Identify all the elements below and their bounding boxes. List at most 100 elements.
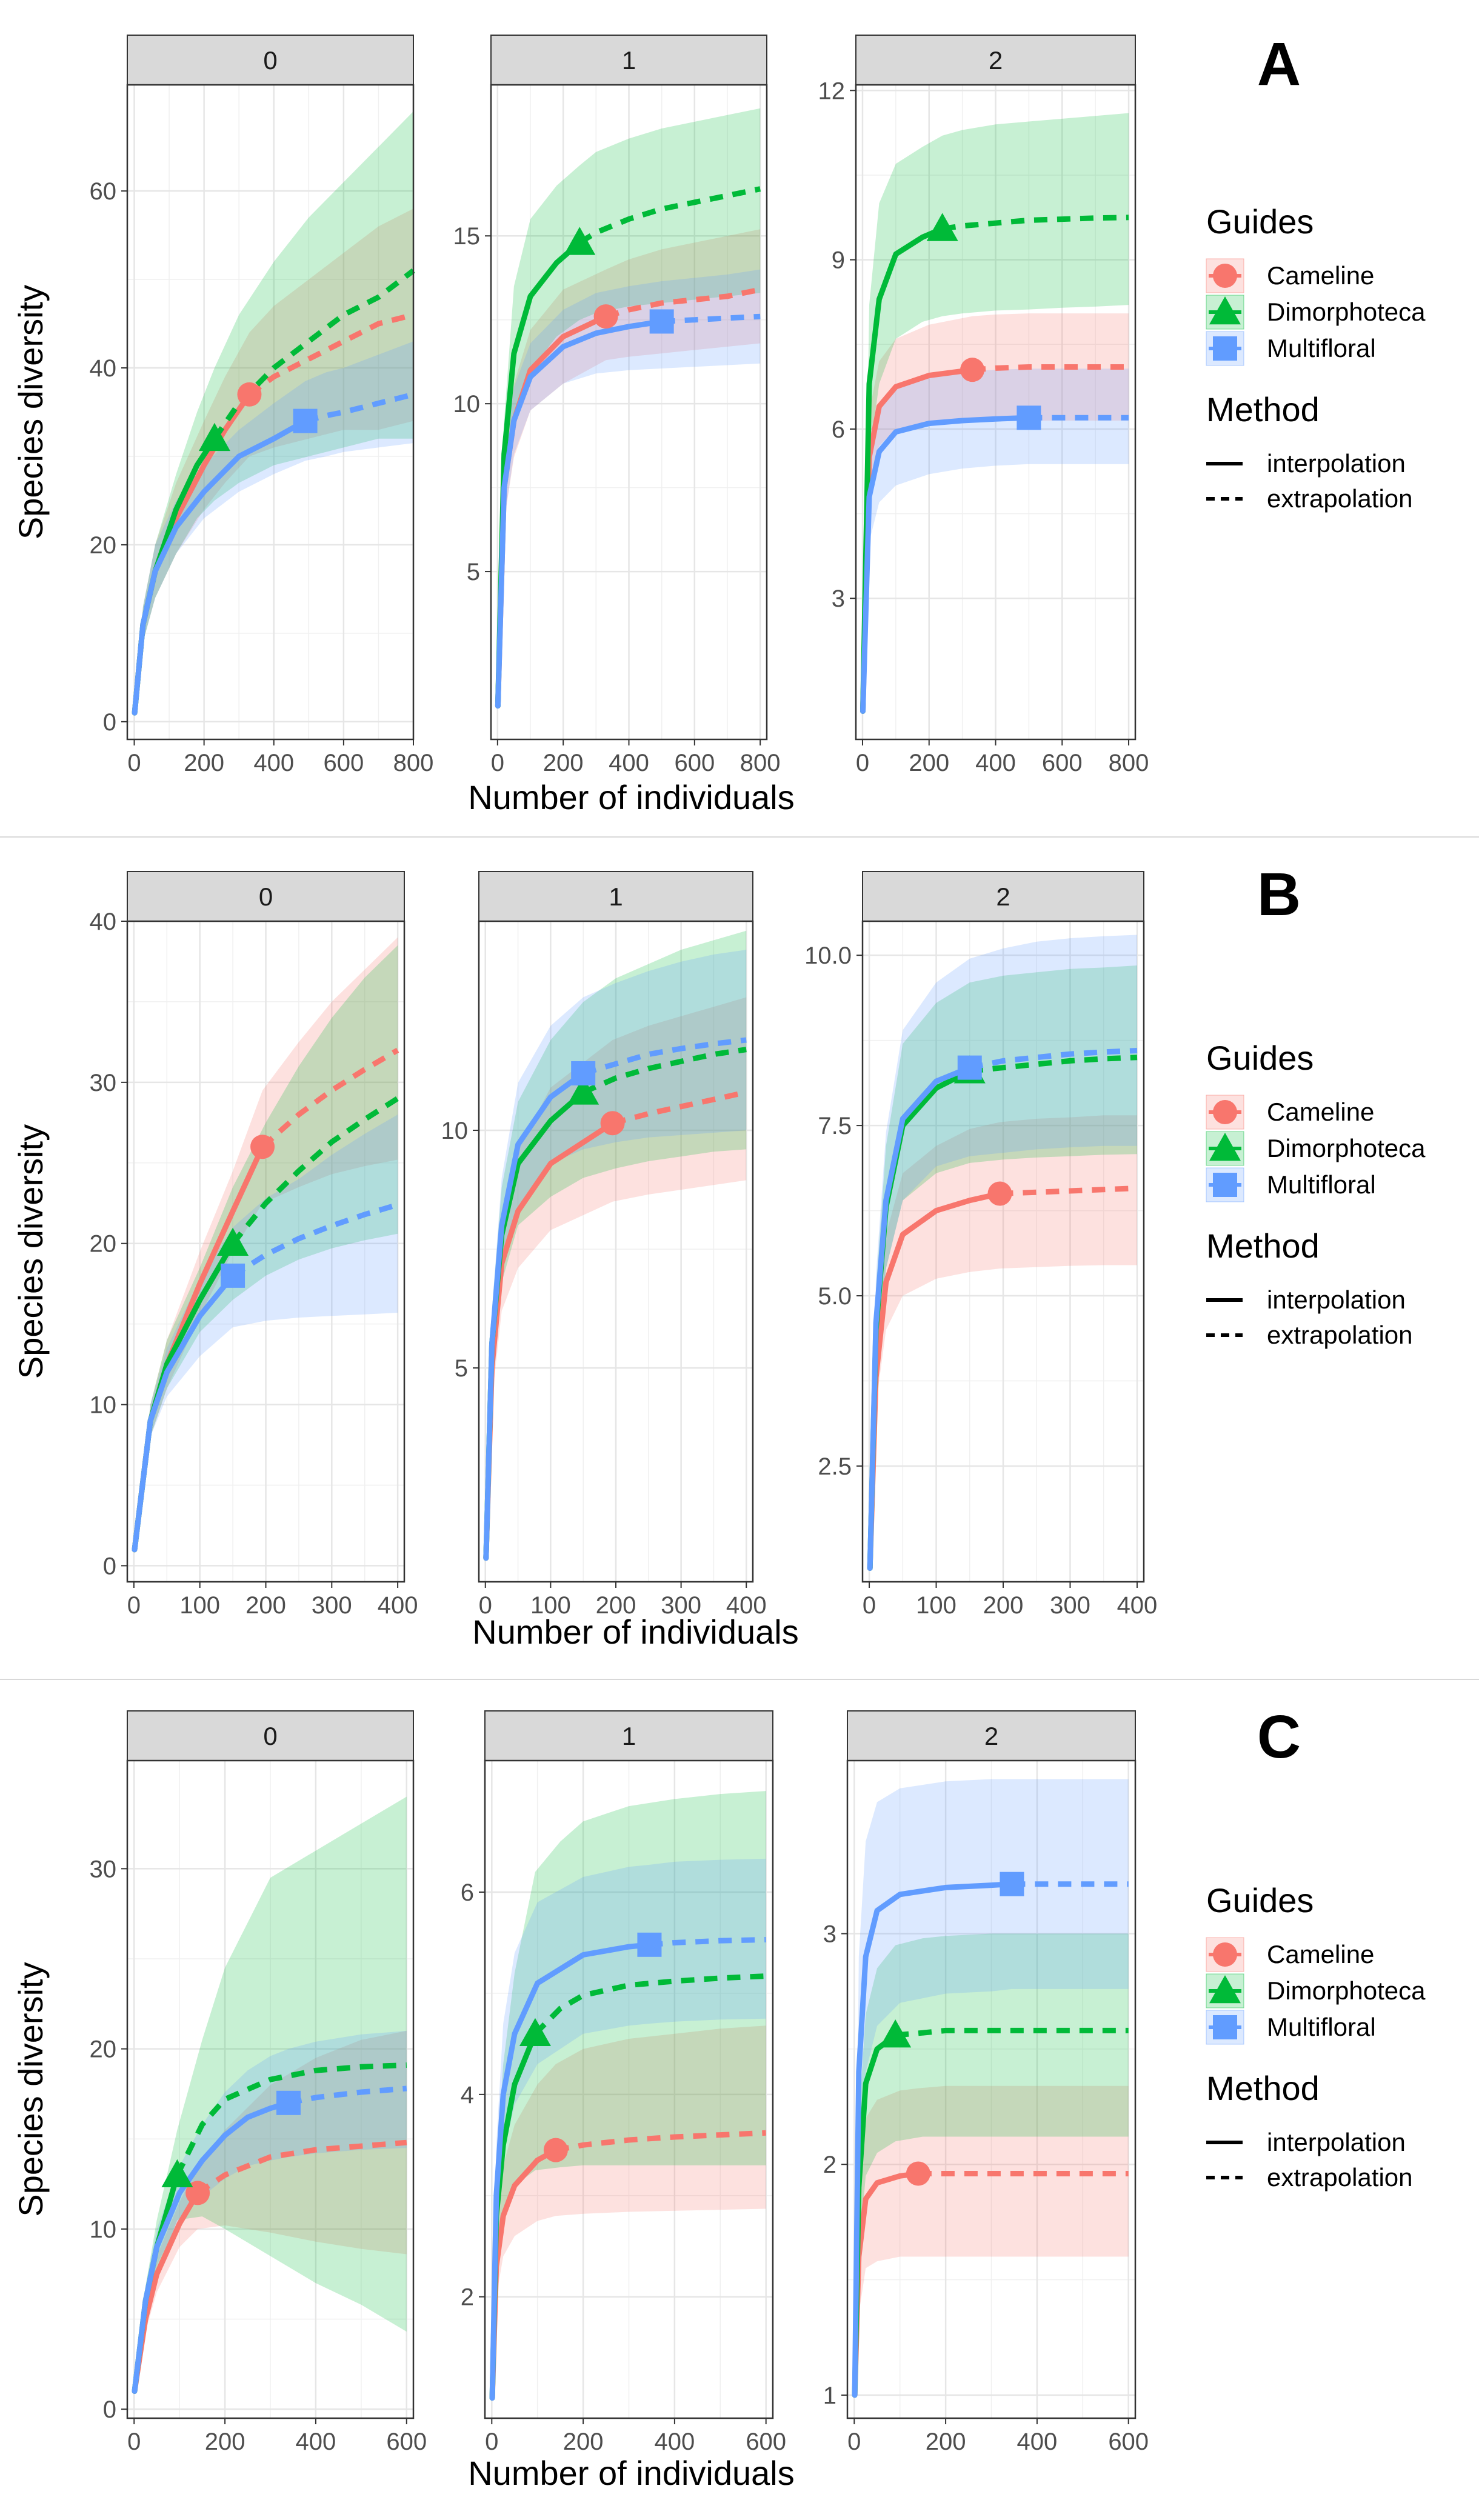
y-tick-label: 6: [461, 1879, 474, 1906]
observed-point-multifloral: [957, 1055, 982, 1080]
extrapolation-line-cameline: [605, 287, 761, 319]
legend-title-guides: Guides: [1206, 202, 1314, 241]
observed-point-cameline: [600, 1111, 625, 1136]
interpolation-line-dimorphoteca: [860, 225, 946, 714]
panel-separator-ab: [0, 836, 1479, 838]
observed-point-cameline: [960, 358, 985, 382]
y-tick-label: 5.0: [818, 1283, 852, 1310]
y-tick-label: 40: [90, 908, 117, 935]
ribbon-multifloral: [135, 1115, 398, 1550]
x-tick-label: 0: [491, 750, 504, 776]
plot-border: [126, 84, 415, 741]
ribbon-multifloral: [498, 269, 761, 706]
x-tick-label: 200: [926, 2428, 966, 2455]
legend-key-marker: [1209, 1133, 1241, 1161]
panel-letter: A: [1257, 30, 1301, 98]
extrapolation-line-cameline: [612, 1089, 747, 1126]
ribbon-multifloral: [863, 368, 1129, 712]
confidence-bands: [486, 930, 747, 1558]
legend-title-method: Method: [1206, 1227, 1320, 1265]
legend-label-cameline: Cameline: [1267, 261, 1374, 290]
facet-strip-label: 1: [622, 1722, 636, 1750]
extrapolation-line-dimorphoteca: [533, 1973, 766, 2036]
x-tick-label: 400: [726, 1592, 767, 1619]
x-tick-label: 200: [543, 750, 584, 776]
observed-point-multifloral: [276, 2090, 301, 2115]
x-tick-label: 400: [1017, 2428, 1058, 2455]
plot-border: [126, 1759, 415, 2419]
curves: [489, 1932, 766, 2401]
x-tick-label: 800: [393, 750, 434, 776]
y-tick-label: 12: [818, 78, 846, 104]
y-tick-label: 10: [90, 1392, 117, 1419]
observed-point-multifloral: [637, 1932, 662, 1957]
extrapolation-line-cameline: [972, 364, 1129, 373]
gridlines: [863, 921, 1144, 1582]
ribbon-multifloral: [870, 935, 1137, 1568]
x-tick-label: 200: [184, 750, 224, 776]
y-axis-title: Species diversity: [12, 1962, 50, 2216]
ribbon-multifloral: [135, 341, 413, 713]
legend-label-multifloral: Multifloral: [1267, 2013, 1376, 2041]
confidence-bands: [870, 935, 1137, 1568]
legend: Guides Cameline Dimorphoteca Multifloral Met…: [1206, 202, 1426, 513]
ribbon-multifloral: [492, 1858, 766, 2398]
x-tick-label: 200: [205, 2428, 245, 2455]
y-tick-label: 40: [90, 355, 117, 382]
ribbon-cameline: [492, 2025, 766, 2398]
curves: [483, 1037, 747, 1561]
facet-strip: [127, 871, 405, 922]
extrapolation-line-dimorphoteca: [230, 1096, 399, 1245]
x-tick-label: 0: [485, 2428, 498, 2455]
legend-key-marker: [1213, 264, 1237, 288]
x-tick-label: 200: [596, 1592, 636, 1619]
y-tick-label: 5: [455, 1355, 468, 1382]
y-tick-label: 20: [90, 2036, 117, 2063]
observed-point-dimorphoteca: [567, 1076, 599, 1105]
observed-point-multifloral: [1000, 1872, 1024, 1896]
x-tick-label: 100: [530, 1592, 571, 1619]
y-tick-label: 30: [90, 1070, 117, 1096]
facet-strip: [127, 1710, 414, 1761]
observed-point-dimorphoteca: [198, 422, 230, 452]
x-axis-title: Number of individuals: [468, 2454, 794, 2492]
observed-point-dimorphoteca: [519, 2018, 551, 2046]
legend-method-label-interpolation: interpolation: [1267, 2128, 1406, 2156]
x-tick-label: 200: [563, 2428, 604, 2455]
y-tick-label: 0: [103, 2396, 116, 2423]
curves: [852, 1872, 1129, 2398]
interpolation-line-multifloral: [132, 418, 309, 716]
x-tick-label: 300: [661, 1592, 701, 1619]
y-tick-label: 3: [832, 585, 845, 612]
legend-title-guides: Guides: [1206, 1039, 1314, 1077]
facet-strip: [847, 1710, 1136, 1761]
curves: [132, 1047, 399, 1553]
x-tick-label: 400: [378, 1592, 418, 1619]
legend-label-dimorphoteca: Dimorphoteca: [1267, 1976, 1426, 2005]
interpolation-line-multifloral: [495, 319, 665, 709]
plot-border: [490, 84, 768, 741]
observed-point-dimorphoteca: [161, 2159, 193, 2187]
confidence-bands: [135, 1796, 407, 2392]
y-tick-label: 0: [103, 709, 116, 736]
extrapolation-line-multifloral: [231, 1202, 399, 1278]
x-tick-label: 200: [983, 1592, 1024, 1619]
legend-method-label-interpolation: interpolation: [1267, 449, 1406, 478]
x-tick-label: 400: [296, 2428, 336, 2455]
extrapolation-line-multifloral: [969, 1048, 1138, 1071]
observed-point-cameline: [593, 304, 618, 329]
legend-method-label-extrapolation: extrapolation: [1267, 1321, 1413, 1349]
curves: [495, 186, 761, 709]
x-tick-label: 300: [312, 1592, 352, 1619]
ribbon-dimorphoteca: [135, 111, 413, 713]
legend-label-cameline: Cameline: [1267, 1940, 1374, 1968]
x-tick-label: 100: [916, 1592, 957, 1619]
legend-method-label-extrapolation: extrapolation: [1267, 2163, 1413, 2192]
